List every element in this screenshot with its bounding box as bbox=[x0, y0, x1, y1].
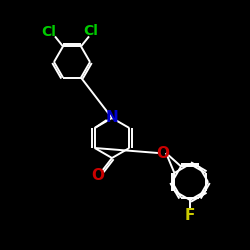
Text: Cl: Cl bbox=[42, 26, 56, 40]
Text: Cl: Cl bbox=[84, 24, 98, 38]
Text: O: O bbox=[156, 146, 170, 160]
Text: N: N bbox=[106, 110, 118, 126]
Text: F: F bbox=[185, 208, 195, 222]
Text: O: O bbox=[92, 168, 104, 182]
